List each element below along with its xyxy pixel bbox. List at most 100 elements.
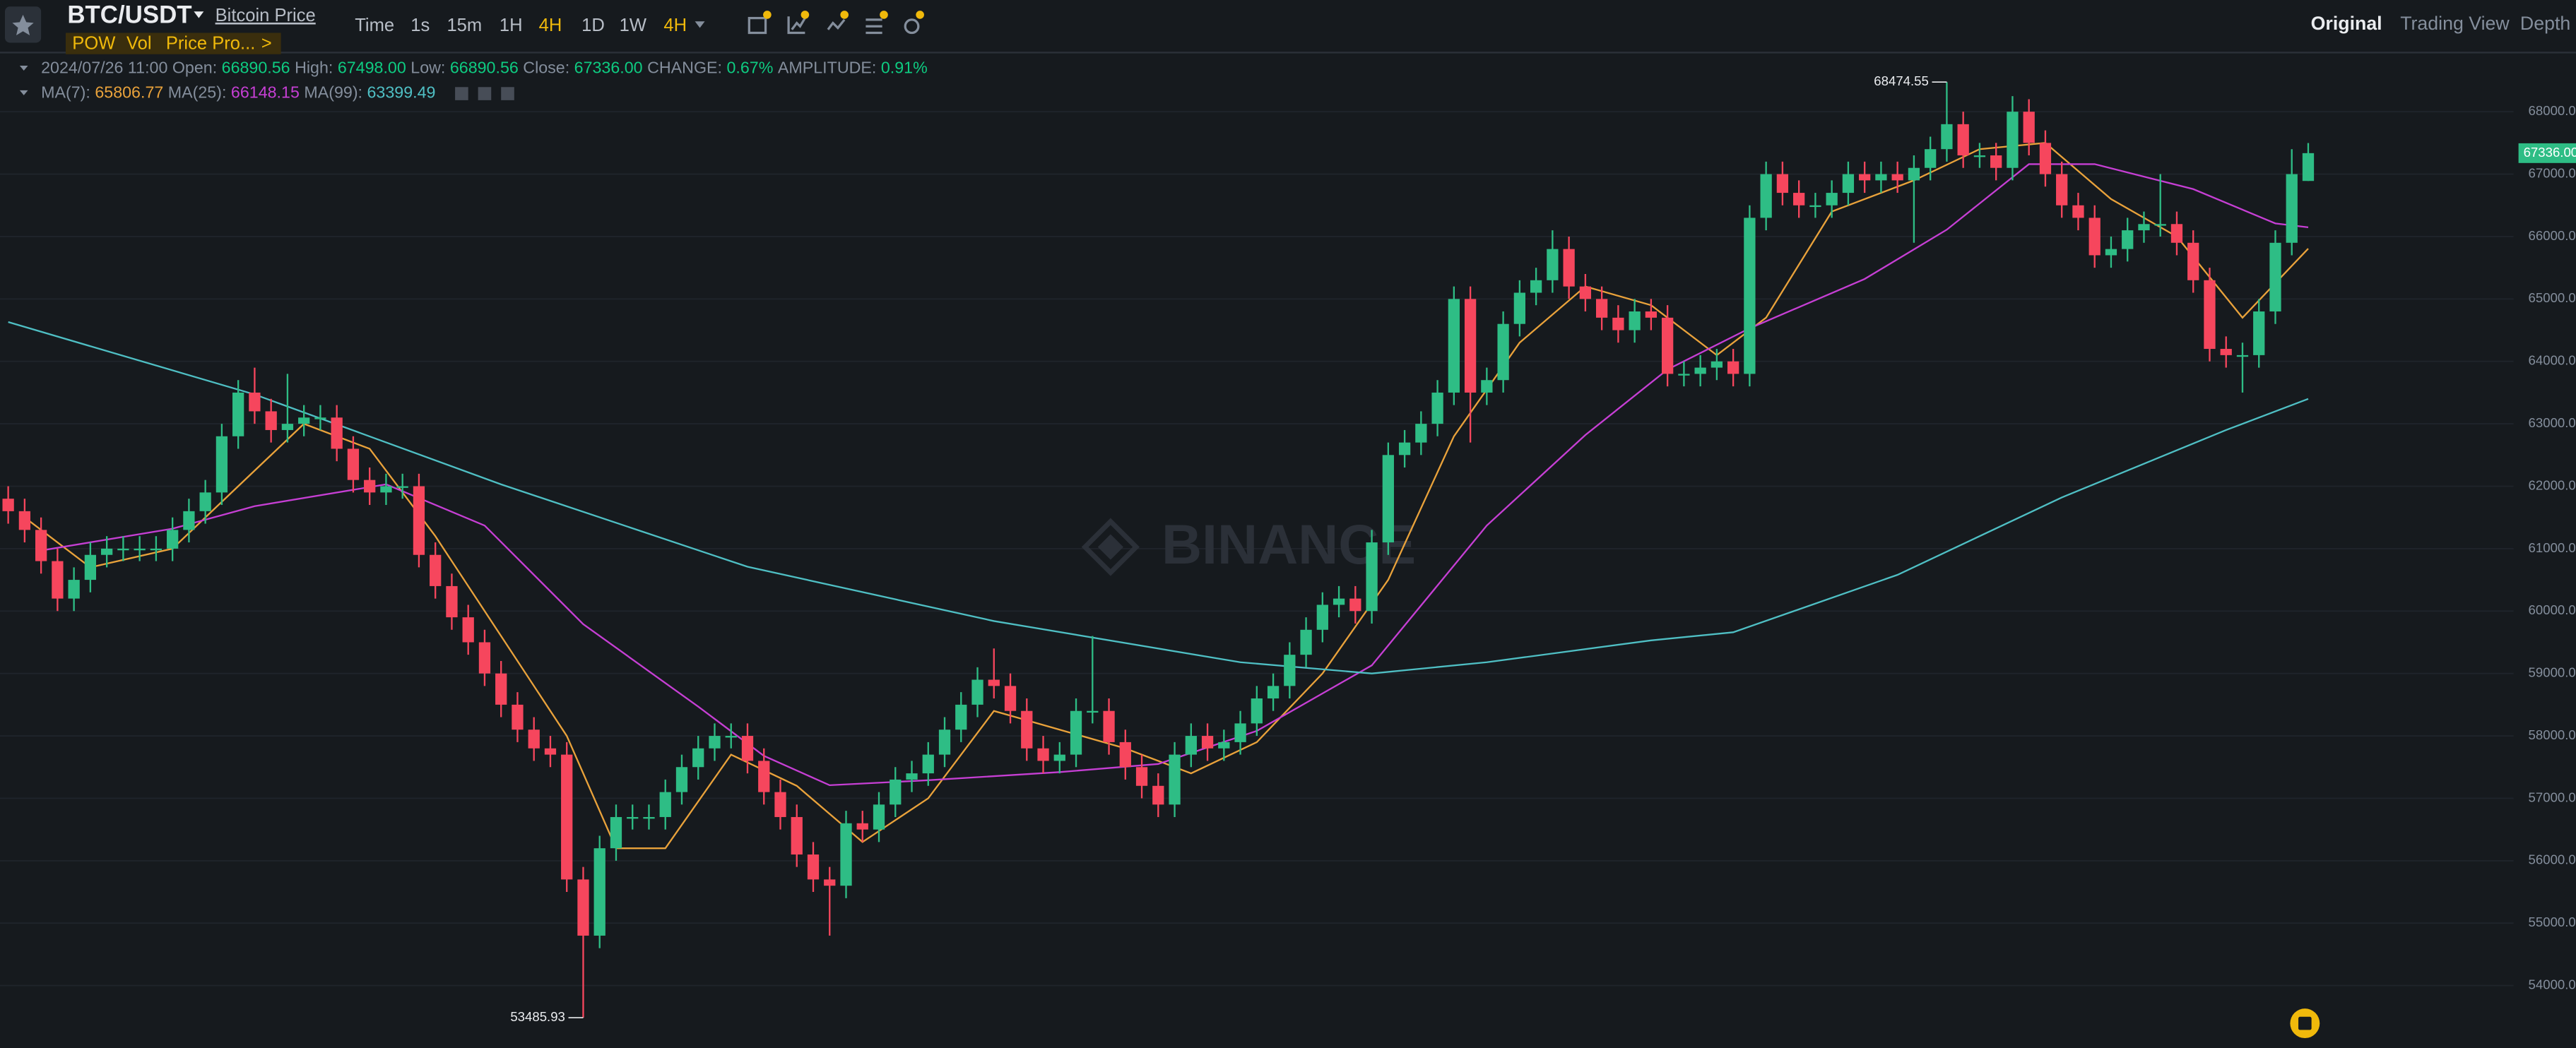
tag[interactable]: Price Pro... (166, 34, 255, 54)
candle-body (1349, 598, 1361, 612)
collapse-icon[interactable] (19, 90, 28, 95)
candle-body (2007, 112, 2019, 168)
candle-body (101, 548, 113, 555)
tool-icons (748, 16, 920, 35)
interval[interactable]: 1H (500, 16, 523, 35)
indicator-icon[interactable] (748, 16, 767, 35)
layout-icon[interactable] (865, 18, 882, 35)
candle-body (1891, 174, 1903, 181)
y-tick-label: 58000.00 (2529, 727, 2576, 742)
candle-body (314, 417, 326, 419)
candle-body (2039, 143, 2052, 174)
info-value: 67336.00 (574, 59, 643, 77)
candle-body (134, 548, 146, 551)
candle-body (840, 823, 852, 886)
ma-legend: MA(7): 65806.77 MA(25): 66148.15 MA(99):… (41, 83, 435, 102)
candle-body (215, 436, 228, 493)
candle-body (1448, 299, 1460, 393)
candle-body (1481, 380, 1493, 393)
candle-body (692, 748, 704, 768)
chart-type-icon[interactable] (787, 16, 806, 35)
info-label: Open: (172, 59, 217, 77)
candle-body (725, 736, 737, 738)
candle-body (577, 879, 589, 936)
candle-body (1727, 361, 1739, 374)
candle-body (856, 823, 868, 830)
collapse-icon[interactable] (19, 66, 28, 71)
candle-body (1908, 167, 1920, 181)
legend-label: MA(99): (304, 83, 362, 102)
candle-body (1809, 205, 1821, 208)
candle-body (1037, 748, 1049, 761)
view-tab[interactable]: Depth (2520, 13, 2570, 34)
candle-body (2, 499, 14, 511)
interval[interactable]: 1W (620, 16, 647, 35)
candle-body (1925, 149, 1937, 168)
interval[interactable]: 1s (410, 16, 430, 35)
candle-body (2220, 349, 2232, 355)
legend-label: MA(25): (168, 83, 227, 102)
candle-body (1859, 174, 1871, 181)
ma-legend-buttons (455, 87, 514, 100)
candle-body (1629, 311, 1641, 331)
candle-body (52, 561, 64, 599)
candle-body (791, 816, 803, 855)
candle-body (1119, 742, 1131, 768)
candle-body (1333, 598, 1345, 605)
y-tick-label: 66000.00 (2529, 228, 2576, 243)
y-tick-label: 64000.00 (2529, 353, 2576, 368)
candle-body (446, 585, 458, 618)
candle-body (1793, 193, 1805, 206)
interval[interactable]: Time (355, 16, 394, 35)
symbol-dropdown[interactable] (194, 11, 204, 18)
candle-body (1563, 249, 1575, 287)
coin-link[interactable]: Bitcoin Price (215, 6, 316, 25)
interval-dropdown[interactable] (695, 21, 705, 28)
candle-body (1744, 218, 1756, 374)
candle-body (627, 816, 639, 819)
candle-body (528, 730, 540, 749)
watermark-logo (1081, 518, 1140, 576)
candle-body (68, 580, 80, 599)
candle-body (2253, 311, 2265, 355)
candle-body (1760, 174, 1772, 218)
interval[interactable]: 15m (447, 16, 482, 35)
candle-body (2204, 280, 2216, 350)
candle-body (1004, 686, 1017, 711)
symbol[interactable]: BTC/USDT (67, 1, 191, 28)
watermark-text: BINANCE (1162, 513, 1416, 576)
interval[interactable]: 4H (663, 16, 687, 35)
info-value: 0.91% (881, 59, 928, 77)
interval[interactable]: 1D (581, 16, 605, 35)
view-tab[interactable]: Trading View (2400, 13, 2510, 34)
high-label: 68474.55 (1874, 73, 1929, 88)
candle-body (988, 679, 1000, 686)
candle-body (1711, 361, 1723, 368)
compare-icon[interactable] (827, 18, 846, 30)
star-icon (12, 14, 34, 36)
interval[interactable]: 4H (539, 16, 562, 35)
candle-body (1021, 710, 1033, 749)
candle-body (1251, 698, 1263, 724)
labels: 54000.00 55000.00 56000.00 57000.00 58000.00… (510, 73, 2576, 1024)
candle-body (1431, 392, 1443, 424)
settings-icon[interactable] (904, 18, 920, 35)
candle-body (281, 424, 294, 430)
legend-value: 63399.49 (367, 83, 435, 102)
view-tab[interactable]: Original (2311, 13, 2382, 34)
tag[interactable]: Vol (126, 34, 152, 54)
tag-more[interactable]: > (261, 34, 272, 54)
candle-body (1415, 424, 1427, 443)
candle-body (2088, 218, 2101, 256)
candle-body (2236, 355, 2249, 357)
candle-body (2187, 242, 2199, 280)
candle-body (1087, 710, 1099, 713)
info-value: 66890.56 (222, 59, 290, 77)
candle-body (249, 392, 261, 412)
candle-body (2269, 242, 2281, 312)
candle-body (1103, 710, 1115, 742)
tag[interactable]: POW (72, 34, 116, 54)
candle-body (1382, 455, 1394, 543)
y-tick-label: 60000.00 (2529, 602, 2576, 617)
